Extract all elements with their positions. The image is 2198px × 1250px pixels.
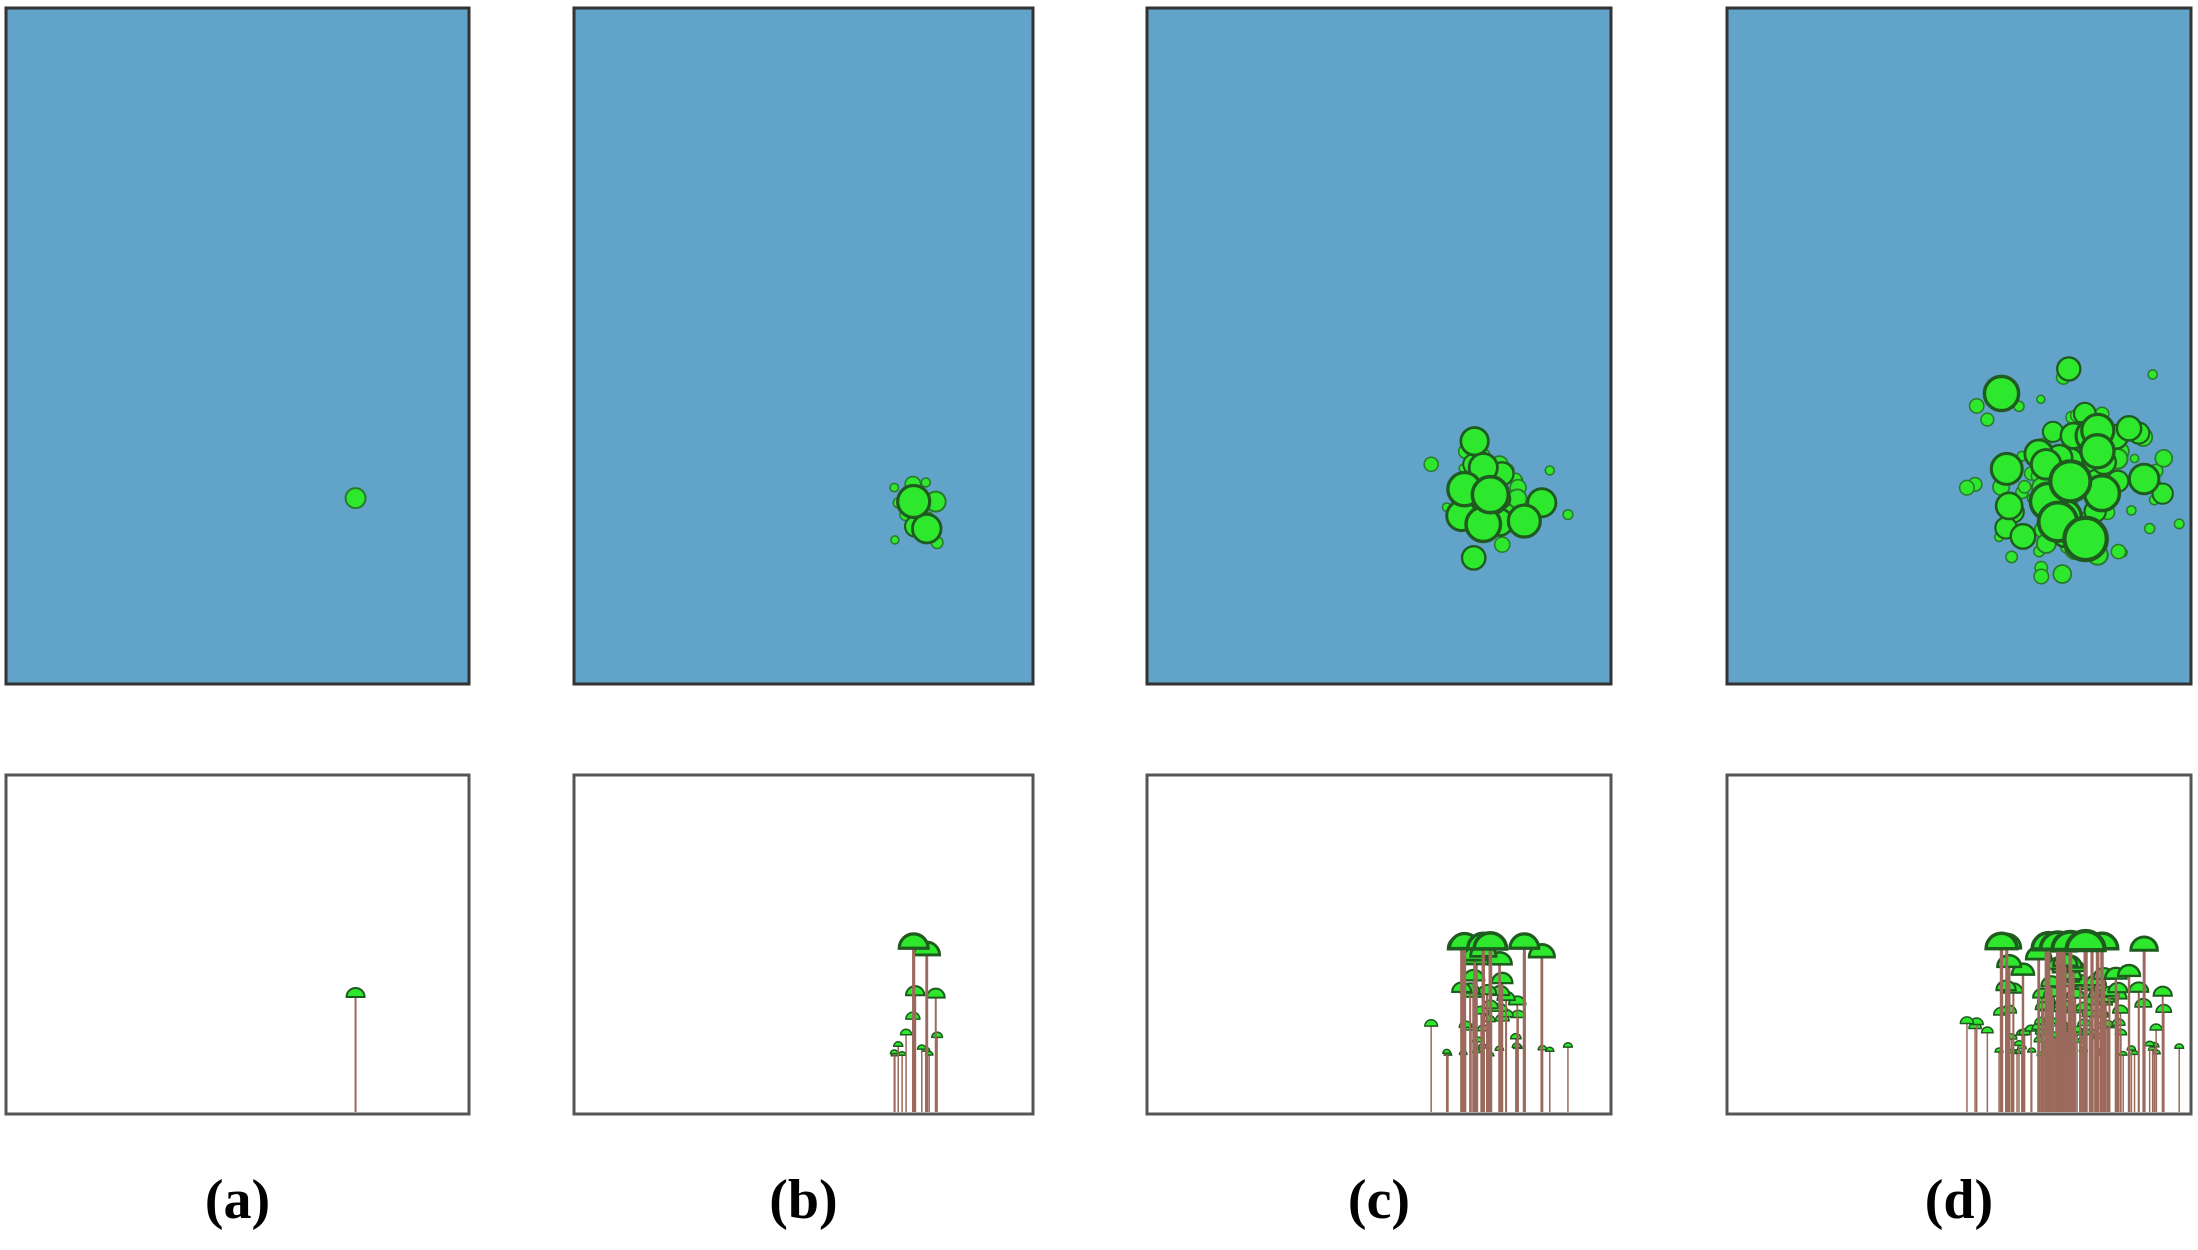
tree-crown-top	[1989, 451, 2024, 486]
tree-crown-side	[889, 1049, 899, 1055]
tree-crown-side	[1508, 932, 1541, 950]
tree-crown-side	[925, 987, 946, 999]
tree-crown-side	[2149, 1023, 2163, 1031]
tree-crown-top	[920, 477, 932, 488]
tree-crowns-top	[1423, 426, 1574, 571]
side-view-panel	[572, 773, 1035, 1116]
tree-crown-top	[2052, 564, 2073, 584]
tree-crown-side	[1562, 1042, 1574, 1048]
tree-crown-side	[2129, 935, 2159, 952]
tree-crown-side	[2144, 1040, 2155, 1047]
tree-crown-top	[2056, 356, 2082, 382]
tree-crown-top	[1544, 465, 1555, 476]
tree-crown-top	[1459, 426, 1490, 457]
tree-crown-side	[899, 1028, 913, 1036]
tree-crown-top	[1493, 536, 1511, 553]
tree-crown-side	[1980, 1026, 1994, 1034]
tree-crown-top	[2079, 433, 2116, 470]
panel-label: (c)	[1348, 1169, 1410, 1231]
tree-crown-side	[1424, 1019, 1439, 1027]
tree-crown-side	[1442, 1048, 1452, 1054]
tree-crown-top	[2017, 479, 2032, 494]
tree-crown-top	[2154, 448, 2174, 468]
tree-crown-top	[2048, 459, 2093, 504]
tree-crowns-top	[344, 487, 367, 510]
tree-crown-top	[2115, 414, 2143, 442]
tree-crown-side	[1509, 1032, 1522, 1040]
tree-crown-top	[1470, 474, 1511, 515]
panel-label: (a)	[205, 1169, 270, 1231]
tree-crown-side	[1490, 971, 1514, 985]
tree-crown-top	[2062, 515, 2109, 563]
tree-crown-side	[931, 1031, 944, 1039]
tree-crown-top	[890, 535, 900, 545]
tree-crown-top	[1460, 544, 1487, 571]
tree-side-view	[1424, 930, 1574, 1112]
tree-crown-top	[1423, 456, 1439, 473]
top-view-panel	[4, 6, 471, 686]
tree-crown-top	[1506, 503, 1542, 539]
tree-side-view	[345, 986, 366, 1112]
tree-crown-top	[1994, 491, 2024, 521]
tree-crown-top	[2009, 522, 2037, 550]
side-view-panel	[4, 773, 471, 1116]
tree-crown-side	[345, 986, 366, 998]
tree-crown-side	[1472, 930, 1509, 951]
top-view-panel	[1725, 6, 2193, 686]
tree-crown-side	[1996, 953, 2023, 969]
tree-crown-top	[2005, 550, 2019, 564]
tree-side-view	[1959, 929, 2185, 1112]
tree-side-view	[889, 932, 946, 1112]
panel-label: (b)	[769, 1169, 837, 1231]
tree-crown-side	[1959, 1016, 1975, 1025]
tree-crown-side	[2155, 1003, 2173, 1014]
tree-crowns-top	[889, 475, 947, 550]
tree-crown-side	[897, 1050, 907, 1057]
tree-crown-top	[2126, 505, 2137, 516]
tree-crown-side	[897, 932, 930, 950]
tree-crown-top	[2143, 522, 2156, 535]
tree-crown-top	[911, 512, 943, 545]
tree-crown-side	[893, 1041, 904, 1048]
tree-crown-top	[889, 482, 900, 493]
tree-crown-top	[2033, 568, 2050, 585]
top-view-panel	[1145, 6, 1613, 686]
tree-crown-top	[2036, 394, 2046, 405]
tree-crown-top	[2173, 518, 2185, 530]
tree-crown-top	[2127, 462, 2161, 496]
tree-crown-top	[896, 483, 932, 520]
tree-crown-top	[1958, 479, 1975, 496]
tree-crown-top	[1562, 508, 1574, 521]
panel-label: (d)	[1925, 1169, 1993, 1231]
tree-crown-side	[2174, 1043, 2185, 1049]
top-view-panel	[572, 6, 1035, 686]
tree-crown-top	[1982, 374, 2021, 413]
tree-crown-top	[2147, 369, 2159, 380]
tree-crown-top	[2129, 453, 2140, 464]
tree-crown-top	[2110, 543, 2127, 560]
tree-crown-top	[344, 487, 367, 510]
tree-crown-side	[916, 1044, 927, 1050]
tree-crown-side	[2064, 929, 2107, 953]
tree-crowns-top	[1958, 356, 2185, 585]
tree-crown-top	[1968, 397, 1985, 414]
tree-crown-side	[2152, 985, 2173, 997]
tree-crown-top	[1980, 412, 1995, 427]
tree-crown-side	[1984, 931, 2019, 951]
tree-crown-side	[2107, 981, 2129, 994]
tree-crown-side	[2116, 964, 2142, 978]
tree-crown-top	[2151, 482, 2174, 505]
